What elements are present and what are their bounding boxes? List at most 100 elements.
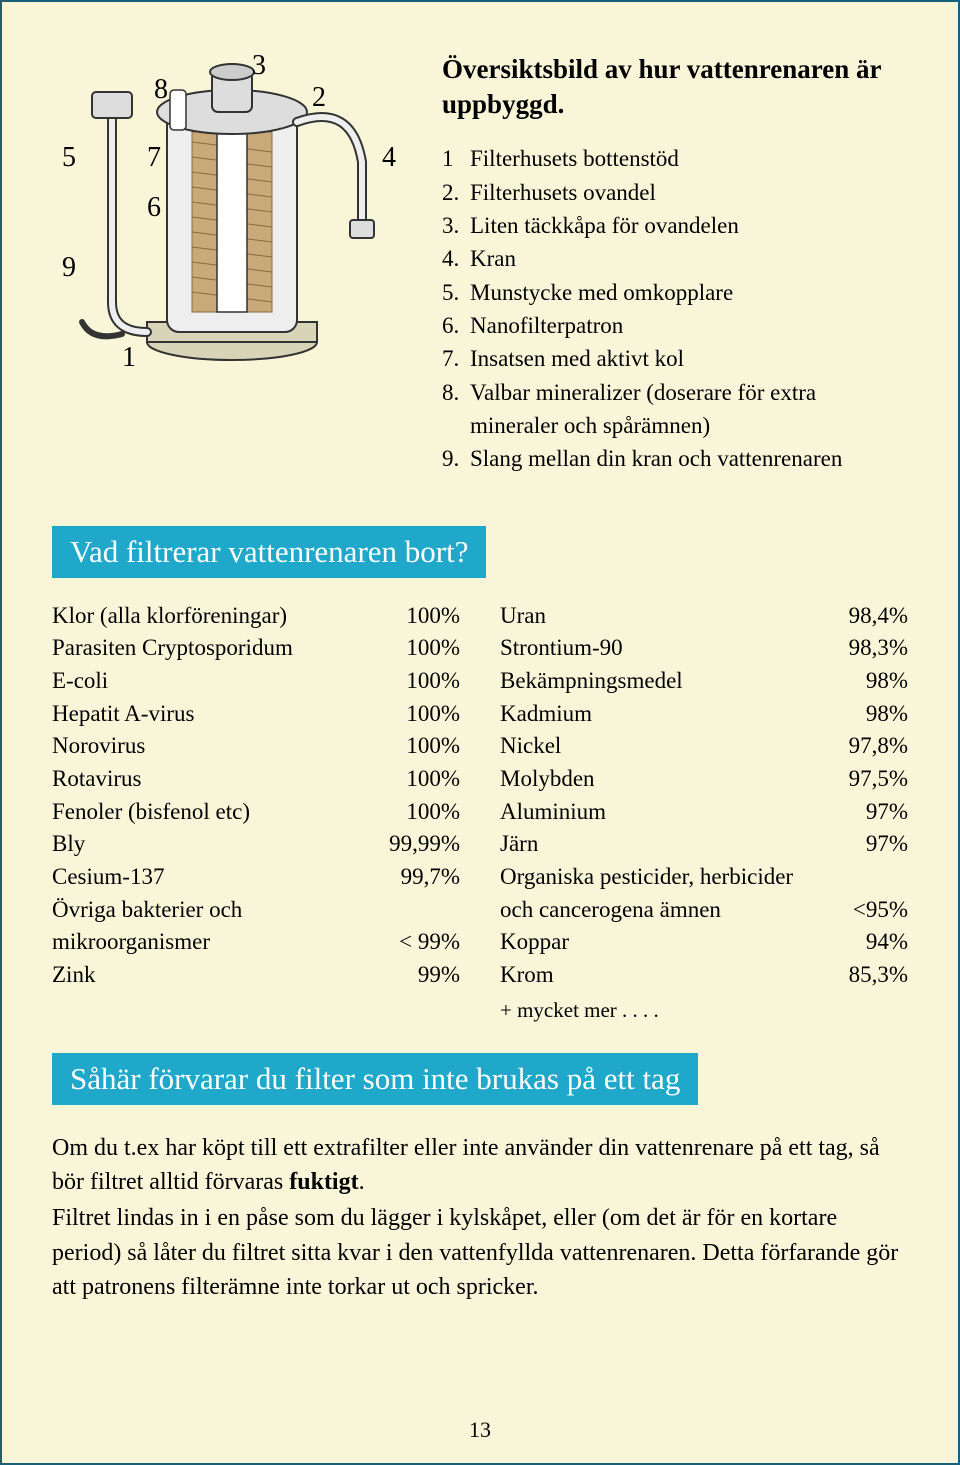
filter-name: Strontium-90 (500, 632, 849, 665)
filter-value: 99,7% (401, 861, 460, 894)
diagram-label-5: 5 (62, 142, 76, 174)
filter-row: Koppar94% (500, 926, 908, 959)
filter-row: Molybden97,5% (500, 763, 908, 796)
storage-p2: Filtret lindas in i en påse som du lägge… (52, 1201, 908, 1303)
filter-name: E-coli (52, 665, 406, 698)
filter-value: 98,3% (849, 632, 908, 665)
part-row: 6.Nanofilterpatron (442, 309, 908, 342)
storage-p1: Om du t.ex har köpt till ett extrafilter… (52, 1131, 908, 1199)
part-row: 2.Filterhusets ovandel (442, 176, 908, 209)
filter-extra-note: + mycket mer . . . . (500, 996, 908, 1026)
page-number: 13 (469, 1417, 491, 1443)
filter-name: mikroorganismer (52, 926, 399, 959)
diagram-label-1: 1 (122, 342, 136, 374)
part-number: 9. (442, 442, 470, 475)
storage-p1b: fuktigt (289, 1169, 358, 1195)
filter-section: Vad filtrerar vattenrenaren bort? Klor (… (52, 526, 908, 1026)
filter-name: Norovirus (52, 730, 406, 763)
part-number: 3. (442, 209, 470, 242)
filter-value: 97,5% (849, 763, 908, 796)
filter-row: Aluminium97% (500, 796, 908, 829)
diagram-label-9: 9 (62, 252, 76, 284)
diagram-label-3: 3 (252, 50, 266, 82)
filter-row: Bly99,99% (52, 828, 460, 861)
part-row: 9.Slang mellan din kran och vattenrenare… (442, 442, 908, 475)
part-text: Slang mellan din kran och vattenrenaren (470, 442, 842, 475)
filter-name: Fenoler (bisfenol etc) (52, 796, 406, 829)
filter-value: 100% (406, 698, 460, 731)
filter-name: Järn (500, 828, 866, 861)
storage-p1c: . (359, 1169, 365, 1195)
filter-row: Rotavirus100% (52, 763, 460, 796)
filter-name: Cesium-137 (52, 861, 401, 894)
filter-row: Kadmium98% (500, 698, 908, 731)
filter-value: 98% (866, 698, 908, 731)
filter-value: < 99% (399, 926, 460, 959)
part-number: 1 (442, 142, 470, 175)
filter-value: 85,3% (849, 959, 908, 992)
filter-value: 97% (866, 796, 908, 829)
filter-row: Övriga bakterier och (52, 894, 460, 927)
filter-row: Nickel97,8% (500, 730, 908, 763)
filter-name: Koppar (500, 926, 866, 959)
filter-row: Cesium-13799,7% (52, 861, 460, 894)
part-number: 8. (442, 376, 470, 443)
filter-row: Järn97% (500, 828, 908, 861)
water-filter-diagram (52, 42, 412, 382)
filter-name: Molybden (500, 763, 849, 796)
filter-name: och cancerogena ämnen (500, 894, 853, 927)
filter-value: 97,8% (849, 730, 908, 763)
filter-heading: Vad filtrerar vattenrenaren bort? (52, 526, 486, 578)
filter-row: Parasiten Cryptosporidum100% (52, 632, 460, 665)
filter-value: 100% (406, 632, 460, 665)
part-text: Munstycke med omkopplare (470, 276, 733, 309)
filter-value: <95% (853, 894, 908, 927)
part-number: 5. (442, 276, 470, 309)
filter-name: Klor (alla klorföreningar) (52, 600, 406, 633)
filter-col-right: Uran98,4%Strontium-9098,3%Bekämpningsmed… (500, 600, 908, 1026)
storage-p1a: Om du t.ex har köpt till ett extrafilter… (52, 1135, 880, 1195)
part-number: 6. (442, 309, 470, 342)
part-row: 3.Liten täckkåpa för ovandelen (442, 209, 908, 242)
filter-name: Uran (500, 600, 849, 633)
part-row: 8.Valbar mineralizer (doserare för extra… (442, 376, 908, 443)
part-text: Filterhusets ovandel (470, 176, 656, 209)
part-text: Kran (470, 242, 516, 275)
overview-title: Översiktsbild av hur vattenrenaren är up… (442, 52, 908, 122)
part-text: Filterhusets bottenstöd (470, 142, 679, 175)
part-text: Nanofilterpatron (470, 309, 623, 342)
filter-name: Rotavirus (52, 763, 406, 796)
part-row: 7.Insatsen med aktivt kol (442, 342, 908, 375)
filter-value: 99,99% (389, 828, 460, 861)
filter-value: 100% (406, 665, 460, 698)
parts-list: 1Filterhusets bottenstöd2.Filterhusets o… (442, 142, 908, 475)
part-text: Valbar mineralizer (doserare för extra m… (470, 376, 908, 443)
filter-row: Strontium-9098,3% (500, 632, 908, 665)
filter-columns: Klor (alla klorföreningar)100%Parasiten … (52, 600, 908, 1026)
filter-name: Zink (52, 959, 418, 992)
part-text: Liten täckkåpa för ovandelen (470, 209, 739, 242)
overview-text: Översiktsbild av hur vattenrenaren är up… (442, 42, 908, 476)
filter-row: och cancerogena ämnen<95% (500, 894, 908, 927)
filter-value: 98% (866, 665, 908, 698)
filter-name: Övriga bakterier och (52, 894, 460, 927)
diagram-label-4: 4 (382, 142, 396, 174)
diagram-label-6: 6 (147, 192, 161, 224)
part-number: 4. (442, 242, 470, 275)
filter-value: 100% (406, 600, 460, 633)
filter-value: 97% (866, 828, 908, 861)
part-text: Insatsen med aktivt kol (470, 342, 684, 375)
storage-text: Om du t.ex har köpt till ett extrafilter… (52, 1131, 908, 1303)
filter-name: Krom (500, 959, 849, 992)
filter-name: Bekämpningsmedel (500, 665, 866, 698)
filter-row: Klor (alla klorföreningar)100% (52, 600, 460, 633)
filter-value: 100% (406, 763, 460, 796)
filter-value: 94% (866, 926, 908, 959)
filter-name: Kadmium (500, 698, 866, 731)
filter-value: 100% (406, 730, 460, 763)
part-row: 5.Munstycke med omkopplare (442, 276, 908, 309)
filter-name: Aluminium (500, 796, 866, 829)
part-row: 4.Kran (442, 242, 908, 275)
filter-name: Organiska pesticider, herbicider (500, 861, 908, 894)
storage-section: Såhär förvarar du filter som inte brukas… (52, 1053, 908, 1303)
